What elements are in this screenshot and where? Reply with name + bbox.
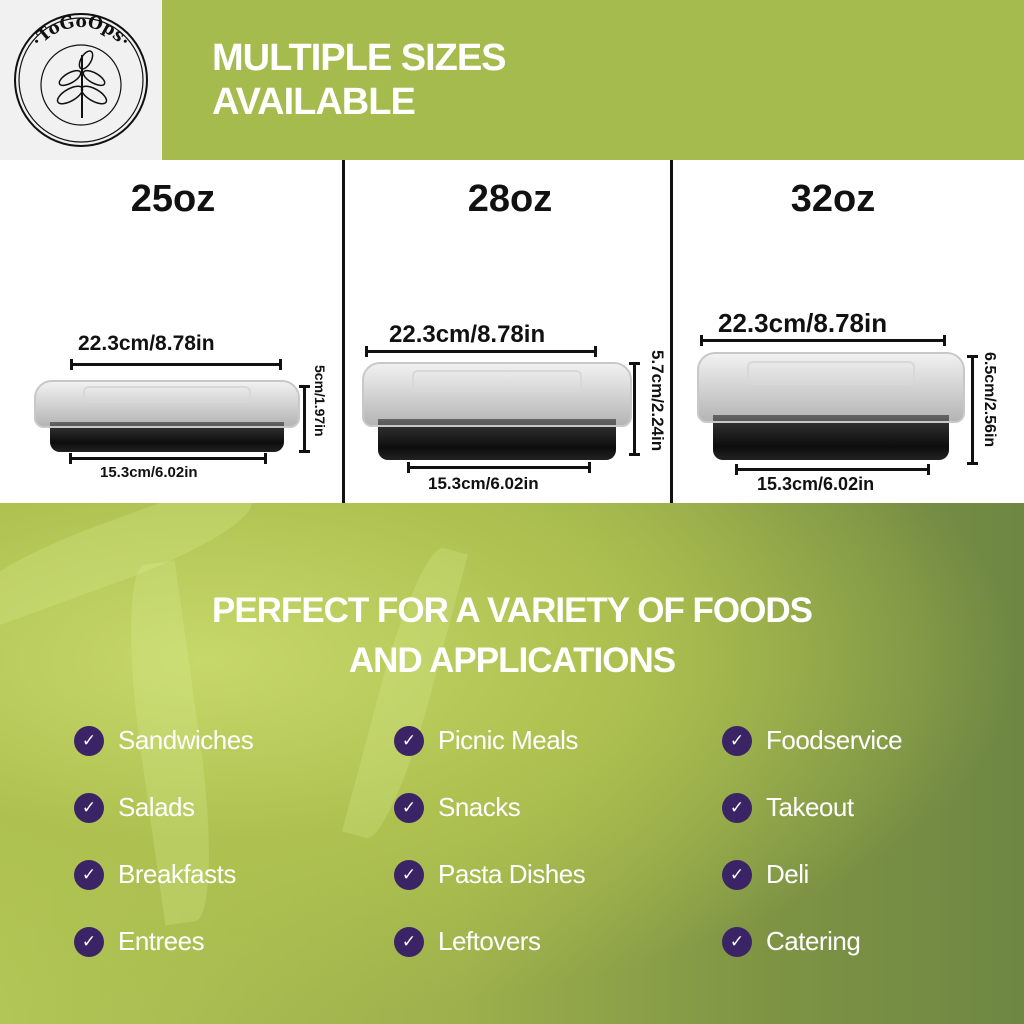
size-title: 28oz <box>467 178 553 220</box>
height-dimension: 5cm/1.97in <box>312 365 328 437</box>
application-item: ✓ Sandwiches <box>74 725 254 756</box>
application-item: ✓ Leftovers <box>394 926 541 957</box>
check-circle-icon: ✓ <box>394 725 424 756</box>
headline-line2: AND APPLICATIONS <box>348 641 676 680</box>
application-label: Picnic Meals <box>438 725 578 755</box>
application-item: ✓ Foodservice <box>722 725 903 756</box>
check-circle-icon: ✓ <box>394 792 424 823</box>
application-label: Catering <box>766 926 861 956</box>
application-label: Takeout <box>766 792 854 822</box>
applications-section: PERFECT FOR A VARIETY OF FOODS AND APPLI… <box>0 503 1024 1024</box>
size-title: 25oz <box>130 178 216 220</box>
application-item: ✓ Takeout <box>722 792 854 823</box>
height-line <box>299 385 310 453</box>
application-label: Leftovers <box>438 926 541 956</box>
height-dimension: 6.5cm/2.56in <box>981 352 998 448</box>
check-circle-icon: ✓ <box>74 725 104 756</box>
application-item: ✓ Salads <box>74 792 195 823</box>
size-title: 32oz <box>790 178 876 220</box>
application-label: Entrees <box>118 926 205 956</box>
application-label: Sandwiches <box>118 725 254 755</box>
brand-logo: ·ToGoOps· <box>0 0 162 160</box>
height-line <box>967 355 978 465</box>
base-dimension: 15.3cm/6.02in <box>428 474 539 493</box>
check-circle-icon: ✓ <box>722 725 752 756</box>
base-dimension: 15.3cm/6.02in <box>100 464 198 481</box>
application-label: Snacks <box>438 792 521 822</box>
application-label: Pasta Dishes <box>438 859 586 889</box>
application-label: Foodservice <box>766 725 903 755</box>
applications-headline: PERFECT FOR A VARIETY OF FOODS AND APPLI… <box>0 586 1024 686</box>
application-item: ✓ Entrees <box>74 926 205 957</box>
base-line <box>407 462 591 473</box>
base-line <box>735 464 930 475</box>
length-dimension: 22.3cm/8.78in <box>389 321 546 348</box>
container-image-25oz <box>34 380 300 452</box>
height-line <box>629 362 640 456</box>
application-label: Breakfasts <box>118 859 236 889</box>
check-circle-icon: ✓ <box>74 792 104 823</box>
check-circle-icon: ✓ <box>722 792 752 823</box>
divider <box>670 160 673 503</box>
length-dimension: 22.3cm/8.78in <box>718 308 888 338</box>
application-item: ✓ Picnic Meals <box>394 725 578 756</box>
check-circle-icon: ✓ <box>74 859 104 890</box>
length-dimension: 22.3cm/8.78in <box>78 332 215 355</box>
check-circle-icon: ✓ <box>394 859 424 890</box>
application-label: Deli <box>766 859 809 889</box>
base-dimension: 15.3cm/6.02in <box>757 474 875 494</box>
header-title-line1: MULTIPLE SIZES <box>212 37 507 79</box>
check-circle-icon: ✓ <box>74 926 104 957</box>
headline-line1: PERFECT FOR A VARIETY OF FOODS <box>211 591 813 630</box>
leaf-logo-icon: ·ToGoOps· <box>14 12 148 147</box>
application-item: ✓ Deli <box>722 859 809 890</box>
application-item: ✓ Breakfasts <box>74 859 236 890</box>
container-image-28oz <box>362 362 632 460</box>
application-item: ✓ Catering <box>722 926 861 957</box>
length-line <box>365 346 597 357</box>
header-title-line2: AVAILABLE <box>212 81 416 123</box>
check-circle-icon: ✓ <box>722 859 752 890</box>
divider <box>342 160 345 503</box>
application-label: Salads <box>118 792 195 822</box>
check-circle-icon: ✓ <box>722 926 752 957</box>
length-line <box>70 359 282 370</box>
header-title: MULTIPLE SIZES AVAILABLE <box>212 36 507 124</box>
application-item: ✓ Pasta Dishes <box>394 859 586 890</box>
base-line <box>69 453 267 464</box>
height-dimension: 5.7cm/2.24in <box>648 350 667 452</box>
check-circle-icon: ✓ <box>394 926 424 957</box>
container-image-32oz <box>697 352 965 460</box>
header-banner: MULTIPLE SIZES AVAILABLE <box>162 0 1024 160</box>
application-item: ✓ Snacks <box>394 792 521 823</box>
length-line <box>700 335 946 346</box>
